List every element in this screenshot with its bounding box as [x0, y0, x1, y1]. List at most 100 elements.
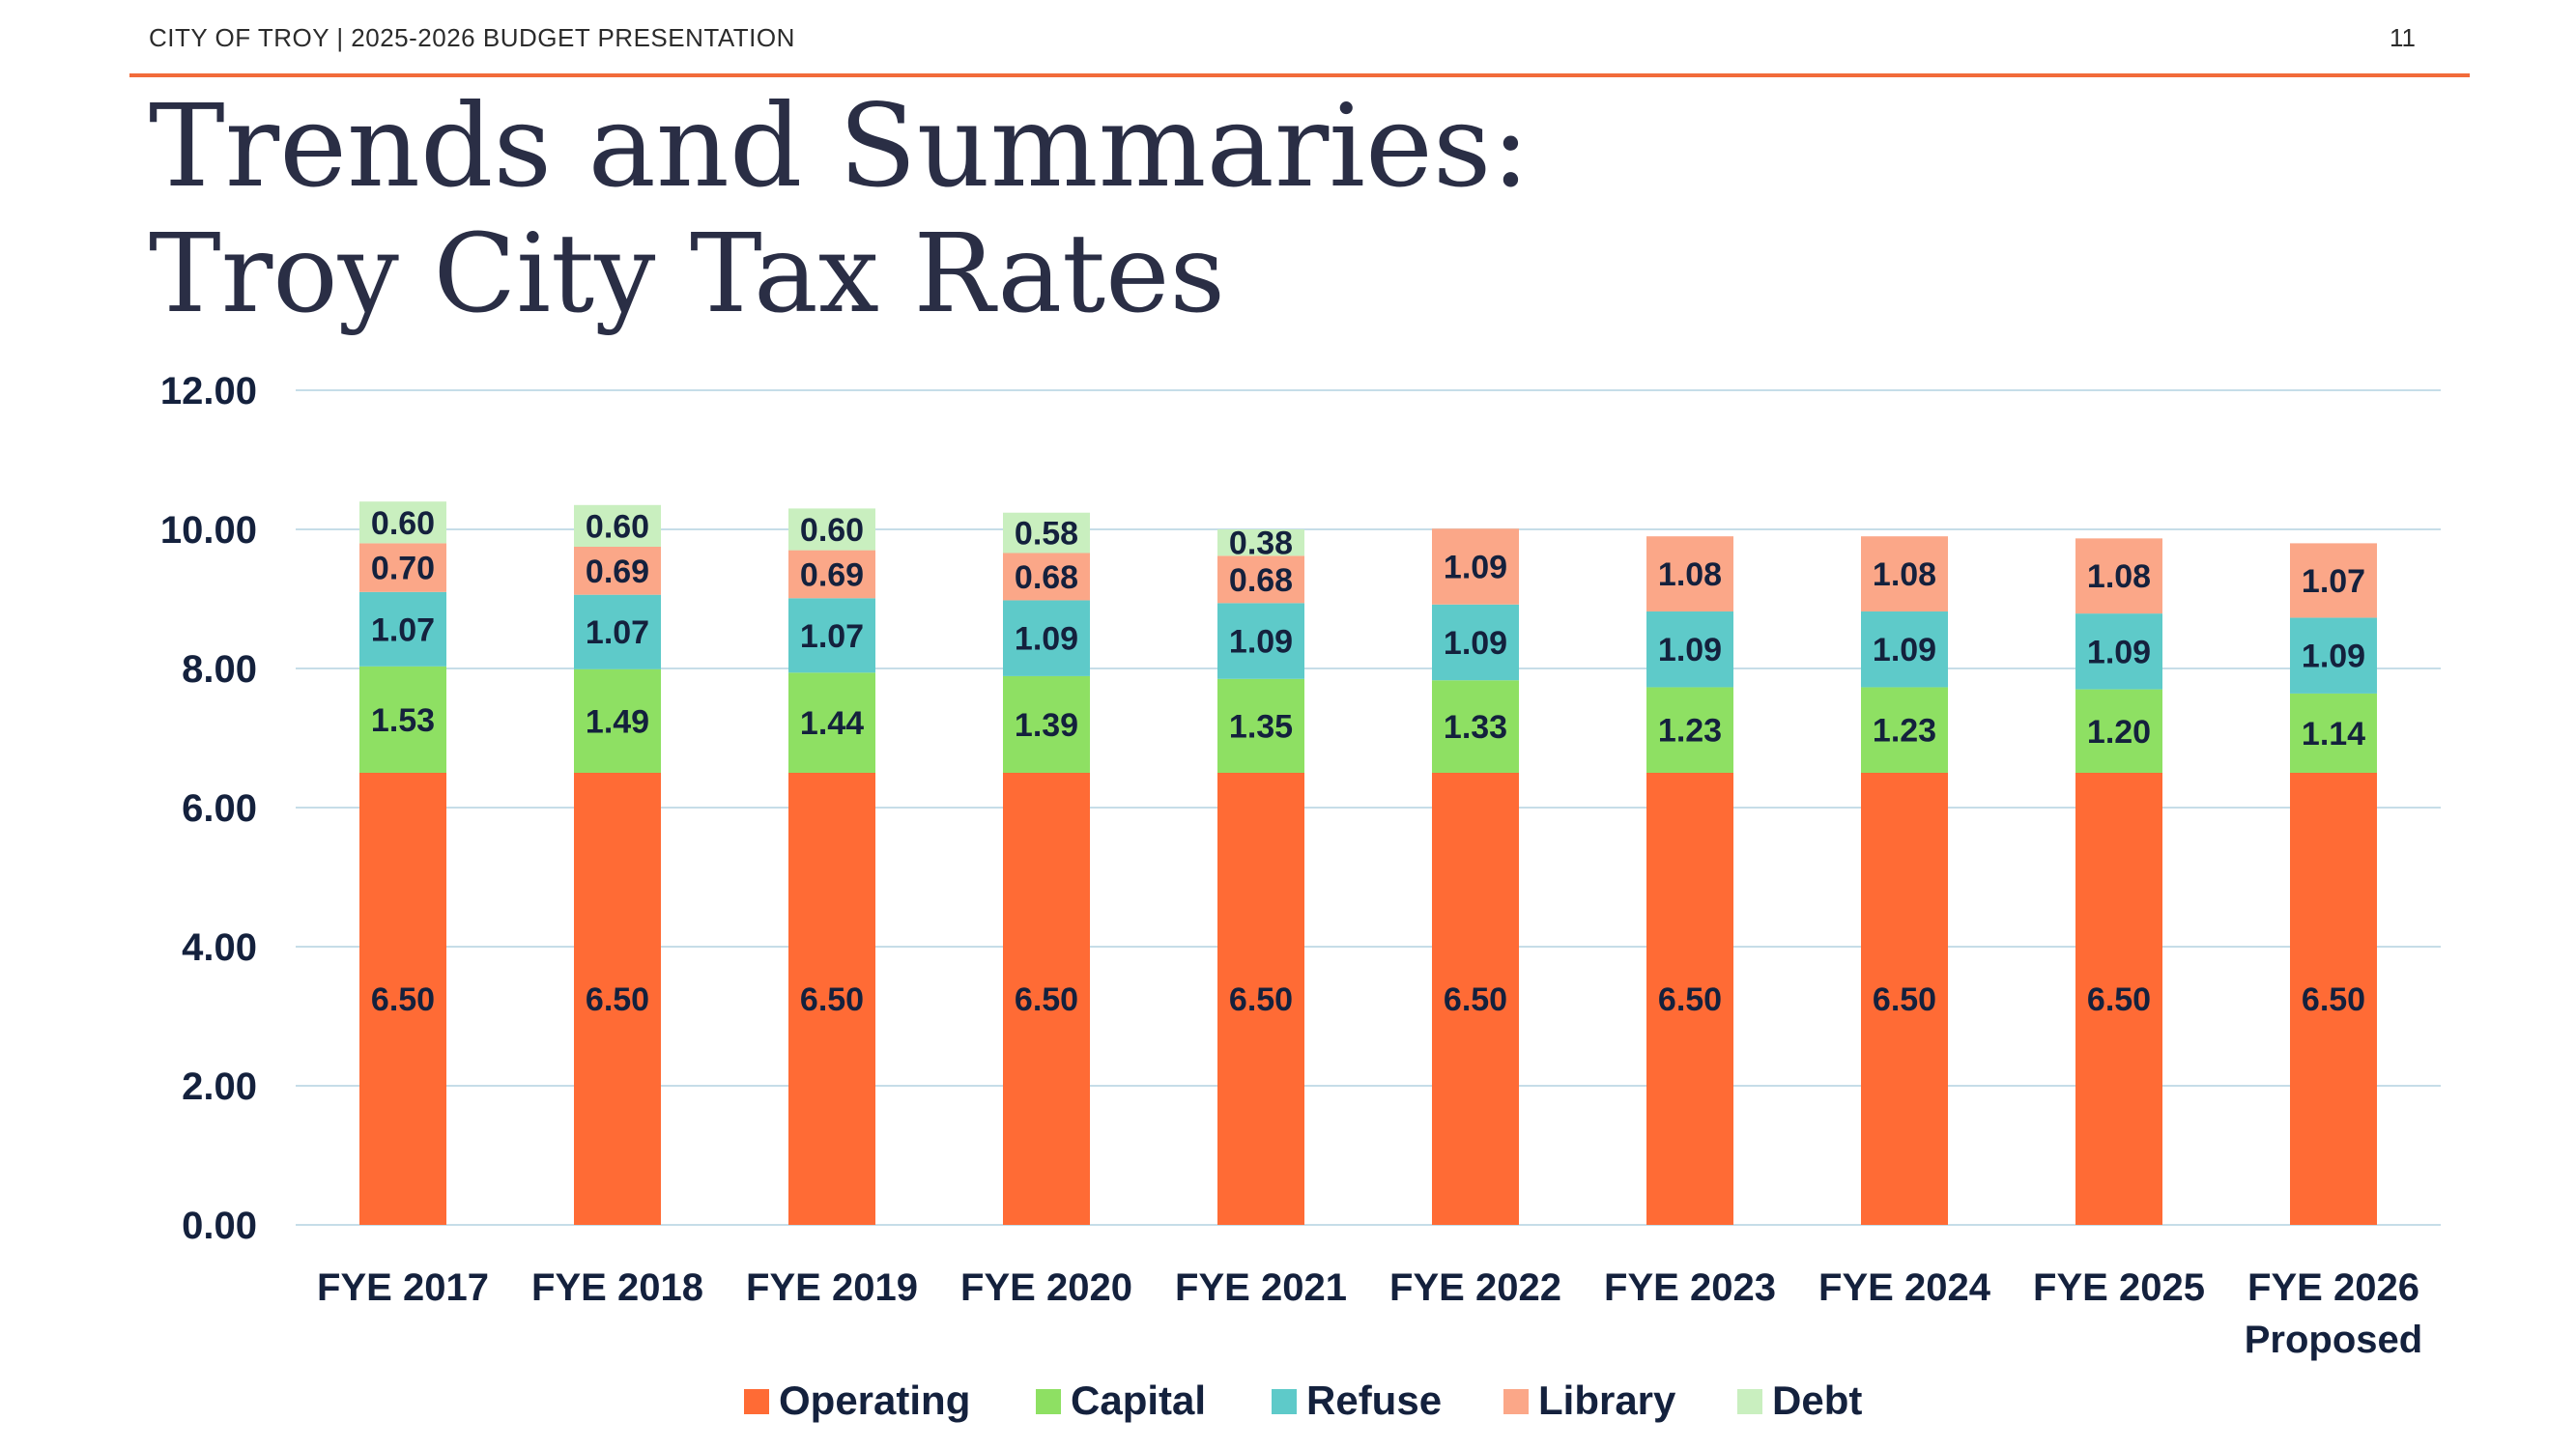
data-label-capital: 1.23 — [1658, 713, 1722, 750]
bar-segment-operating — [2290, 773, 2377, 1225]
data-label-library: 0.68 — [1015, 559, 1078, 596]
bar-segment-refuse — [1217, 603, 1304, 679]
legend-swatch-capital — [1036, 1389, 1061, 1414]
data-label-library: 1.08 — [1658, 556, 1722, 593]
bar-segment-library — [788, 550, 875, 599]
bar-segment-library — [2075, 538, 2162, 614]
data-label-library: 0.70 — [371, 551, 435, 587]
legend-swatch-debt — [1737, 1389, 1762, 1414]
x-category-label: FYE 2020 — [960, 1266, 1132, 1309]
x-category-label: FYE 2019 — [746, 1266, 918, 1309]
y-tick-label: 8.00 — [182, 648, 257, 691]
data-label-operating: 6.50 — [586, 981, 649, 1018]
bar-segment-refuse — [1861, 611, 1948, 688]
data-label-refuse: 1.07 — [371, 611, 435, 648]
bar-segment-operating — [2075, 773, 2162, 1225]
bar-segment-refuse — [574, 594, 661, 669]
data-label-debt: 0.60 — [371, 505, 435, 542]
bar-segment-capital — [1003, 675, 1090, 773]
bar-segment-refuse — [1646, 611, 1733, 688]
bar-segment-refuse — [1432, 604, 1519, 681]
bar-segment-capital — [2290, 693, 2377, 773]
data-label-operating: 6.50 — [1229, 981, 1293, 1018]
legend-label-refuse: Refuse — [1306, 1378, 1442, 1423]
bar-segment-debt — [574, 504, 661, 547]
bar-segment-operating — [1217, 773, 1304, 1225]
data-label-operating: 6.50 — [1873, 981, 1936, 1018]
data-label-operating: 6.50 — [1658, 981, 1722, 1018]
y-axis-ticks: 0.00 2.00 4.00 6.00 8.00 10.00 12.00 — [160, 370, 257, 1247]
data-label-debt: 0.60 — [800, 512, 864, 549]
bar-segment-refuse — [2075, 613, 2162, 690]
bar-segment-debt — [359, 501, 446, 544]
data-label-library: 1.09 — [1444, 550, 1507, 586]
bar-segment-refuse — [1003, 600, 1090, 676]
bar-segment-operating — [788, 773, 875, 1225]
bar-segment-library — [1646, 536, 1733, 611]
x-axis-categories: FYE 2017 FYE 2018 FYE 2019 FYE 2020 FYE 2021… — [317, 1266, 2422, 1361]
bar-segment-debt — [1003, 512, 1090, 554]
data-label-refuse: 1.09 — [1658, 632, 1722, 668]
legend-label-capital: Capital — [1071, 1378, 1206, 1423]
bar-segment-capital — [574, 668, 661, 773]
bar-segment-operating — [1861, 773, 1948, 1225]
data-label-capital: 1.20 — [2087, 714, 2151, 751]
bar-segment-debt — [1217, 529, 1304, 556]
data-label-library: 0.69 — [586, 554, 649, 590]
legend-label-library: Library — [1538, 1378, 1676, 1423]
legend-swatch-library — [1503, 1389, 1529, 1414]
data-label-library: 0.68 — [1229, 562, 1293, 599]
data-label-debt: 0.58 — [1015, 516, 1078, 553]
bar-segment-refuse — [788, 598, 875, 673]
bar-segment-capital — [1646, 687, 1733, 773]
bar-segment-library — [1861, 536, 1948, 611]
data-label-capital: 1.35 — [1229, 708, 1293, 745]
data-label-refuse: 1.07 — [586, 614, 649, 651]
data-label-library: 1.08 — [2087, 558, 2151, 595]
legend-swatch-operating — [744, 1389, 769, 1414]
data-label-library: 1.08 — [1873, 556, 1936, 593]
slide-subtitle: Troy City Tax Rates — [149, 212, 1225, 337]
data-label-refuse: 1.09 — [1015, 621, 1078, 658]
bar-segment-library — [1003, 553, 1090, 601]
x-category-label: FYE 2026 Proposed — [2245, 1266, 2422, 1361]
data-label-refuse: 1.09 — [1444, 625, 1507, 662]
data-label-operating: 6.50 — [1015, 981, 1078, 1018]
data-label-library: 1.07 — [2302, 563, 2365, 600]
data-label-capital: 1.44 — [800, 705, 864, 742]
y-tick-label: 10.00 — [160, 509, 257, 552]
page-number: 11 — [2390, 23, 2416, 52]
x-category-label: FYE 2017 — [317, 1266, 489, 1309]
bar-segment-capital — [788, 672, 875, 773]
data-label-operating: 6.50 — [2087, 981, 2151, 1018]
data-label-refuse: 1.07 — [800, 618, 864, 655]
legend-label-debt: Debt — [1772, 1378, 1862, 1423]
bar-segment-operating — [1003, 773, 1090, 1225]
y-tick-label: 6.00 — [182, 787, 257, 830]
legend-swatch-refuse — [1272, 1389, 1297, 1414]
bar-segment-capital — [2075, 689, 2162, 773]
x-category-label: FYE 2021 — [1175, 1266, 1347, 1309]
x-category-label: FYE 2022 — [1389, 1266, 1561, 1309]
bar-segment-operating — [1646, 773, 1733, 1225]
bar-segment-library — [574, 547, 661, 595]
bar-segment-capital — [1217, 678, 1304, 773]
y-tick-label: 2.00 — [182, 1065, 257, 1108]
y-tick-label: 0.00 — [182, 1205, 257, 1247]
bar-segment-refuse — [2290, 617, 2377, 694]
data-label-refuse: 1.09 — [2302, 639, 2365, 675]
bars: 6.50 1.53 1.07 0.70 0.60 6.50 1.49 1.07 0.69 0.60… — [359, 501, 2377, 1225]
y-tick-label: 4.00 — [182, 926, 257, 969]
bar-segment-library — [1217, 555, 1304, 604]
data-label-capital: 1.14 — [2302, 716, 2365, 753]
legend: Operating Capital Refuse Library Debt — [744, 1378, 1862, 1423]
data-label-library: 0.69 — [800, 556, 864, 593]
data-label-refuse: 1.09 — [2087, 634, 2151, 670]
bar-segment-operating — [1432, 773, 1519, 1225]
x-category-label: FYE 2018 — [531, 1266, 703, 1309]
bar-segment-operating — [574, 773, 661, 1225]
header-divider — [129, 73, 2470, 77]
x-category-label: FYE 2024 — [1818, 1266, 1991, 1309]
x-category-label: FYE 2023 — [1604, 1266, 1776, 1309]
